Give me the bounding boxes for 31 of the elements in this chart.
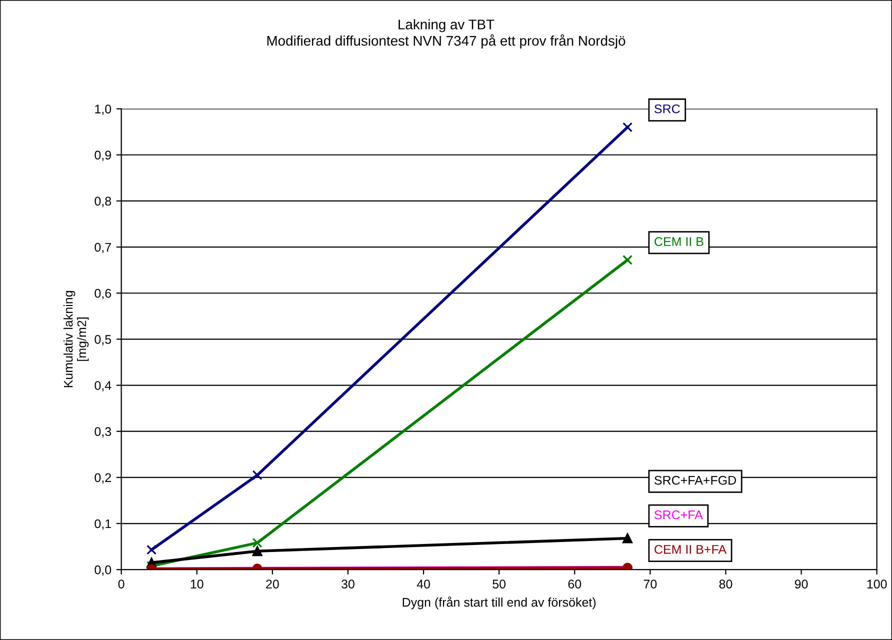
x-tick-label: 50 [492,580,506,589]
x-axis-title: Dygn (från start till end av försöket) [402,596,596,610]
chart-title: Lakning av TBT [398,19,494,32]
y-tick-label: 0,9 [94,150,111,162]
y-axis-title: Kumulativ lakning [mg/m2] [64,291,89,388]
y-tick-label: 0,2 [94,473,111,484]
y-tick-label: 0,8 [94,196,112,208]
x-tick-label: 40 [416,580,430,589]
y-tick-label: 0,6 [94,288,112,300]
x-tick-label: 0 [118,580,124,589]
x-tick-label: 90 [794,580,808,589]
y-tick-label: 0,7 [94,242,111,254]
y-tick-label: 0,5 [94,335,112,346]
y-tick-label: 1,0 [95,104,112,115]
chart-subtitle: Modifierad diffusiontest NVN 7347 på ett prov från Nordsjö [267,34,626,48]
x-tick-label: 70 [644,580,657,589]
series-label: SRC [654,104,680,114]
text: CEM II B+FA [654,544,727,554]
y-tick-label: 0,0 [94,565,112,576]
series-label: CEM II B [654,237,704,246]
x-tick-label: 60 [568,580,582,589]
y-tick-label: 0,1 [94,519,111,530]
x-tick-label: 20 [266,580,279,589]
x-tick-label: 80 [719,580,732,589]
x-tick-label: 100 [867,580,887,589]
text: SRC+FA+FGD [654,476,736,485]
text: SRC+FA [654,510,703,520]
x-tick-label: 30 [341,580,354,589]
y-tick-label: 0,4 [94,381,112,392]
x-tick-label: 10 [190,580,204,589]
y-tick-label: 0,3 [94,427,112,438]
